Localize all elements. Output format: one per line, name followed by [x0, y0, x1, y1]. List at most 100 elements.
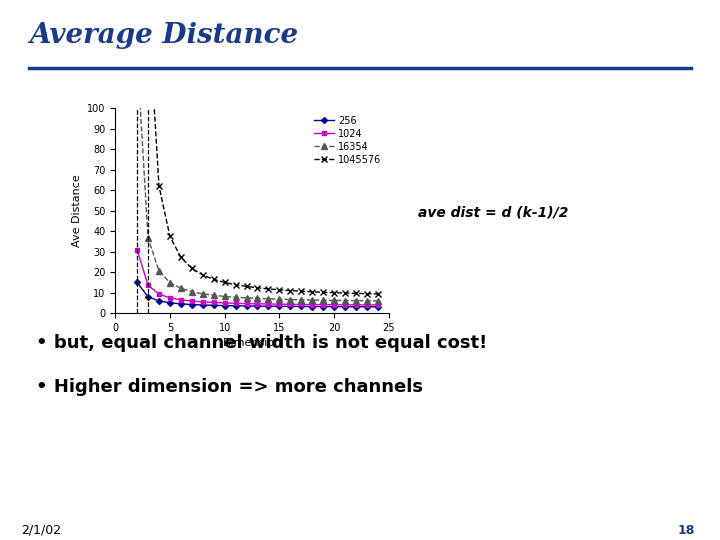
16354	[253, 295, 262, 302]
1024	[275, 301, 284, 307]
16354	[187, 288, 196, 295]
1045576	[275, 287, 284, 293]
16354	[351, 298, 360, 304]
1045576	[220, 279, 229, 286]
1024	[363, 302, 372, 308]
256	[199, 302, 207, 308]
1045576	[187, 265, 196, 272]
256	[176, 301, 185, 307]
1024	[144, 282, 153, 288]
256	[341, 303, 349, 310]
1024	[210, 299, 218, 306]
16354	[319, 297, 328, 303]
Legend: 256, 1024, 16354, 1045576: 256, 1024, 16354, 1045576	[312, 113, 384, 167]
1045576	[210, 276, 218, 282]
Text: • Higher dimension => more channels: • Higher dimension => more channels	[36, 377, 423, 395]
16354	[363, 298, 372, 304]
Line: 1024: 1024	[135, 247, 380, 307]
Text: • but, equal channel width is not equal cost!: • but, equal channel width is not equal …	[36, 334, 487, 352]
1024	[166, 295, 174, 301]
1024	[231, 300, 240, 307]
16354	[132, 50, 141, 56]
16354	[155, 268, 163, 274]
1045576	[155, 183, 163, 190]
Line: 1045576: 1045576	[135, 0, 381, 297]
1024	[176, 296, 185, 303]
16354	[341, 298, 349, 304]
Y-axis label: Ave Distance: Ave Distance	[71, 174, 81, 247]
256	[374, 303, 382, 310]
Text: 2/1/02: 2/1/02	[22, 523, 62, 537]
256	[308, 303, 317, 310]
1024	[253, 301, 262, 307]
16354	[231, 294, 240, 300]
1024	[330, 301, 338, 308]
1024	[319, 301, 328, 308]
256	[166, 300, 174, 306]
16354	[374, 298, 382, 304]
1024	[132, 246, 141, 253]
256	[132, 279, 141, 286]
256	[297, 303, 305, 310]
Line: 256: 256	[135, 280, 380, 309]
256	[144, 294, 153, 300]
1024	[220, 300, 229, 306]
1024	[341, 301, 349, 308]
1045576	[374, 291, 382, 297]
256	[187, 301, 196, 308]
1045576	[144, 1, 153, 7]
Text: 18: 18	[678, 523, 695, 537]
256	[264, 303, 273, 309]
16354	[242, 295, 251, 301]
1024	[374, 302, 382, 308]
X-axis label: Dimension: Dimension	[222, 339, 282, 348]
256	[319, 303, 328, 310]
1045576	[363, 291, 372, 297]
1045576	[231, 281, 240, 288]
1045576	[297, 288, 305, 294]
1024	[297, 301, 305, 308]
16354	[264, 295, 273, 302]
256	[253, 303, 262, 309]
1045576	[319, 289, 328, 295]
1024	[187, 298, 196, 304]
16354	[166, 279, 174, 286]
Text: Average Distance: Average Distance	[29, 22, 298, 49]
16354	[176, 285, 185, 292]
1045576	[308, 288, 317, 295]
1045576	[176, 254, 185, 261]
256	[351, 303, 360, 310]
16354	[220, 293, 229, 300]
256	[275, 303, 284, 309]
Text: ave dist = d (k-1)/2: ave dist = d (k-1)/2	[418, 205, 568, 219]
256	[220, 302, 229, 309]
1045576	[242, 283, 251, 289]
1024	[155, 291, 163, 298]
16354	[275, 296, 284, 302]
256	[242, 303, 251, 309]
256	[330, 303, 338, 310]
256	[286, 303, 294, 309]
1045576	[286, 287, 294, 294]
1024	[264, 301, 273, 307]
1045576	[341, 290, 349, 296]
256	[210, 302, 218, 308]
256	[231, 302, 240, 309]
1024	[286, 301, 294, 308]
16354	[330, 297, 338, 303]
1024	[199, 299, 207, 305]
1045576	[166, 233, 174, 240]
16354	[144, 235, 153, 241]
16354	[297, 296, 305, 303]
1024	[351, 302, 360, 308]
256	[363, 303, 372, 310]
1024	[242, 300, 251, 307]
16354	[199, 291, 207, 297]
Line: 16354: 16354	[135, 50, 381, 303]
16354	[210, 292, 218, 299]
1045576	[351, 290, 360, 296]
1045576	[264, 286, 273, 292]
1045576	[199, 272, 207, 278]
1045576	[253, 285, 262, 291]
1024	[308, 301, 317, 308]
